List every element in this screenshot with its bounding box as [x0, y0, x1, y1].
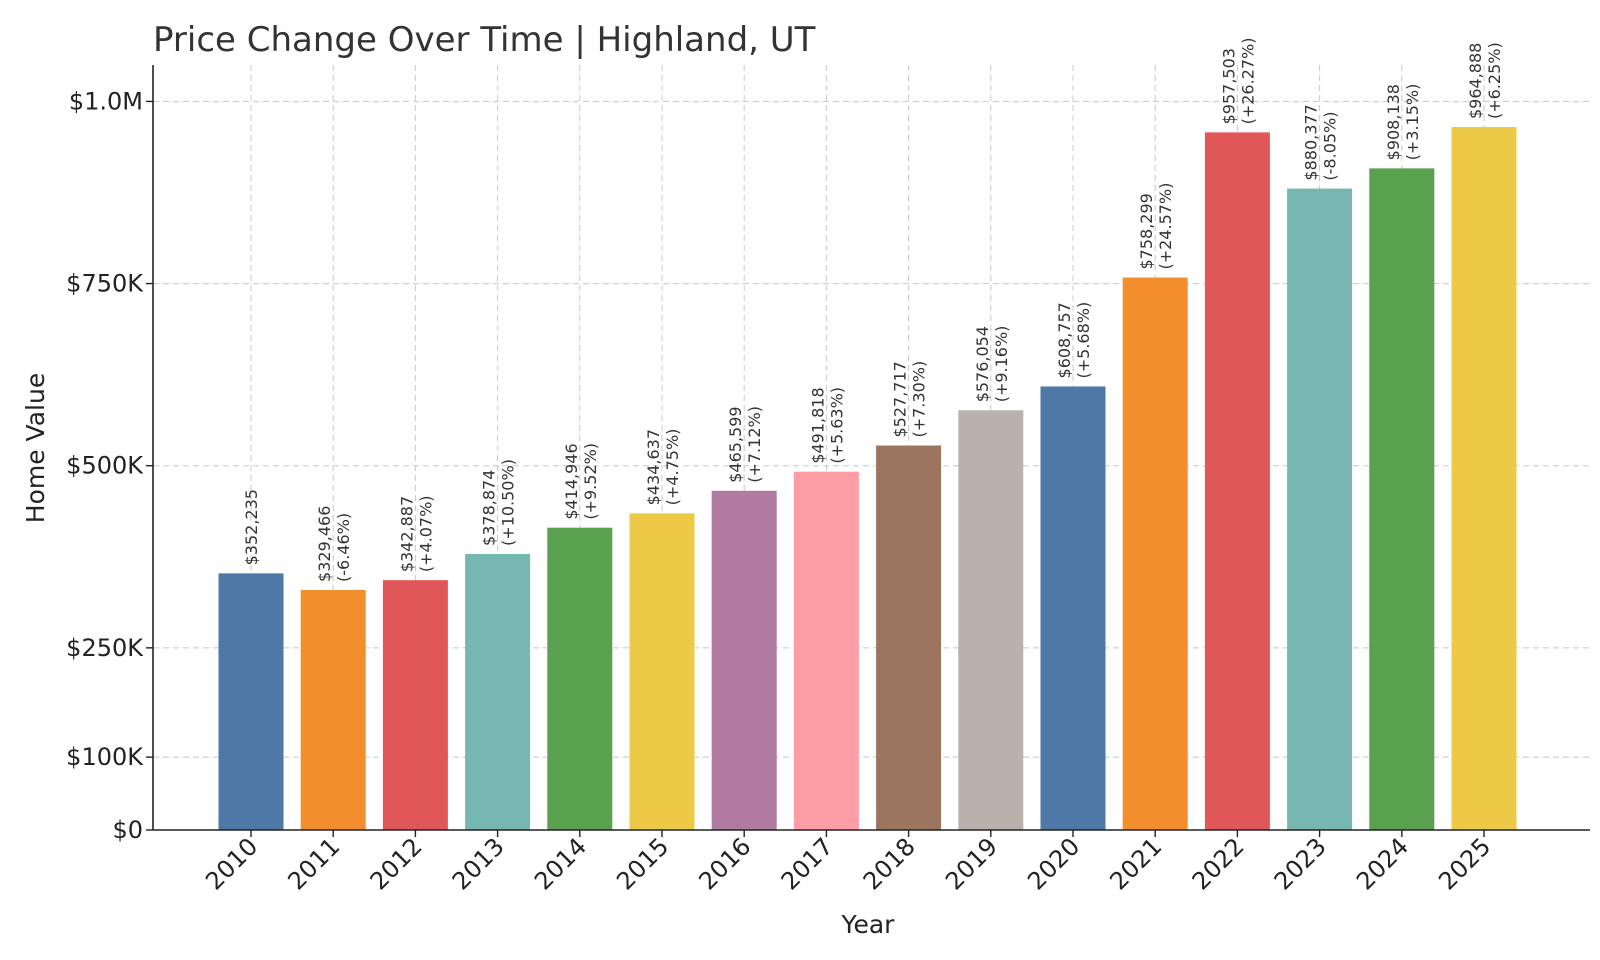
bar-label-group: $352,235	[242, 489, 261, 565]
bar-label-group: $342,887 (+4.07%)	[397, 495, 435, 572]
data-label-change: (+26.27%)	[1238, 37, 1257, 124]
data-label-change: (-8.05%)	[1321, 111, 1340, 180]
x-axis-label: Year	[841, 910, 896, 939]
bar-2014	[547, 527, 613, 830]
bar-2023	[1287, 188, 1353, 831]
bar-2010	[218, 573, 284, 830]
bar-2022	[1204, 132, 1270, 830]
data-label-value: $342,887	[397, 496, 416, 572]
data-label-value: $414,946	[562, 443, 581, 519]
y-axis-label: Home Value	[21, 373, 50, 523]
bar-2012	[382, 580, 448, 830]
x-tick-label: 2020	[1022, 832, 1085, 895]
y-tick-label: $0	[112, 816, 143, 844]
x-tick-label: 2013	[447, 832, 510, 895]
bar-label-group: $957,503 (+26.27%)	[1219, 37, 1257, 124]
x-tick-label: 2019	[940, 832, 1003, 895]
data-label-change: (+24.57%)	[1156, 183, 1175, 270]
data-label-value: $491,818	[808, 387, 827, 463]
y-tick-label: $100K	[66, 743, 144, 771]
bar-2024	[1369, 168, 1435, 831]
data-label-change: (+5.68%)	[1074, 302, 1093, 379]
bar-2021	[1122, 277, 1188, 830]
x-axis: 2010 2011 2012 2013 2014 2015 2016 2017 2018 2019…	[153, 829, 1590, 895]
bar-label-group: $608,757 (+5.68%)	[1055, 302, 1093, 379]
bar-label-group: $758,299 (+24.57%)	[1137, 183, 1175, 270]
bar-label-group: $880,377 (-8.05%)	[1302, 104, 1340, 180]
x-tick-label: 2024	[1351, 832, 1414, 895]
y-tick-label: $250K	[66, 634, 144, 662]
data-label-value: $329,466	[315, 506, 334, 582]
data-label-value: $352,235	[242, 489, 261, 565]
data-label-value: $608,757	[1055, 302, 1074, 378]
bar-label-group: $329,466 (-6.46%)	[315, 506, 353, 582]
bar-2020	[1040, 386, 1106, 830]
y-axis: $0 $100K $250K $500K $750K $1.0M	[66, 65, 154, 844]
data-label-value: $465,599	[726, 406, 745, 482]
x-tick-label: 2025	[1433, 832, 1496, 895]
data-label-change: (+7.30%)	[910, 361, 929, 438]
data-label-value: $527,717	[891, 361, 910, 437]
data-label-value: $964,888	[1466, 43, 1485, 119]
y-tick-label: $750K	[66, 270, 144, 298]
data-label-change: (-6.46%)	[334, 513, 353, 582]
bar-label-group: $527,717 (+7.30%)	[891, 361, 929, 438]
x-tick-label: 2014	[529, 832, 592, 895]
bar-label-group: $465,599 (+7.12%)	[726, 406, 764, 483]
x-tick-label: 2016	[693, 832, 756, 895]
x-tick-label: 2015	[611, 832, 674, 895]
bar-2025	[1451, 127, 1517, 830]
data-label-value: $880,377	[1302, 104, 1321, 180]
data-label-value: $957,503	[1219, 48, 1238, 124]
x-tick-label: 2018	[858, 832, 921, 895]
x-tick-label: 2010	[200, 832, 263, 895]
bar-label-group: $908,138 (+3.15%)	[1384, 84, 1422, 161]
data-label-change: (+3.15%)	[1403, 84, 1422, 161]
data-label-value: $434,637	[644, 429, 663, 505]
data-label-change: (+9.16%)	[992, 326, 1011, 403]
x-tick-label: 2021	[1104, 832, 1167, 895]
data-label-change: (+7.12%)	[745, 406, 764, 483]
data-labels: $352,235 $329,466 (-6.46%) $342,887 (+4.07%)…	[242, 37, 1504, 581]
bar-2016	[711, 490, 777, 830]
bar-2013	[465, 553, 531, 830]
data-label-change: (+5.63%)	[827, 387, 846, 464]
chart-title: Price Change Over Time | Highland, UT	[153, 20, 816, 60]
bar-label-group: $576,054 (+9.16%)	[973, 326, 1011, 403]
bar-label-group: $414,946 (+9.52%)	[562, 443, 600, 520]
x-tick-label: 2022	[1187, 832, 1250, 895]
bar-label-group: $378,874 (+10.50%)	[480, 459, 518, 546]
data-label-value: $758,299	[1137, 193, 1156, 269]
data-label-value: $576,054	[973, 326, 992, 402]
bar-2015	[629, 513, 695, 830]
bar-2011	[300, 589, 366, 830]
y-tick-label: $1.0M	[69, 87, 143, 115]
bar-2019	[958, 410, 1024, 830]
x-tick-label: 2012	[365, 832, 428, 895]
y-tick-label: $500K	[66, 452, 144, 480]
data-label-value: $378,874	[480, 470, 499, 546]
bar-label-group: $434,637 (+4.75%)	[644, 429, 682, 506]
bar-2018	[876, 445, 942, 830]
x-tick-label: 2023	[1269, 832, 1332, 895]
data-label-value: $908,138	[1384, 84, 1403, 160]
bars	[218, 127, 1517, 831]
data-label-change: (+10.50%)	[499, 459, 518, 546]
bar-label-group: $964,888 (+6.25%)	[1466, 42, 1504, 119]
bar-label-group: $491,818 (+5.63%)	[808, 387, 846, 464]
bar-2017	[793, 471, 859, 830]
data-label-change: (+6.25%)	[1485, 42, 1504, 119]
x-tick-label: 2017	[776, 832, 839, 895]
data-label-change: (+4.75%)	[663, 429, 682, 506]
data-label-change: (+9.52%)	[581, 443, 600, 520]
data-label-change: (+4.07%)	[416, 495, 435, 572]
x-tick-label: 2011	[282, 832, 345, 895]
